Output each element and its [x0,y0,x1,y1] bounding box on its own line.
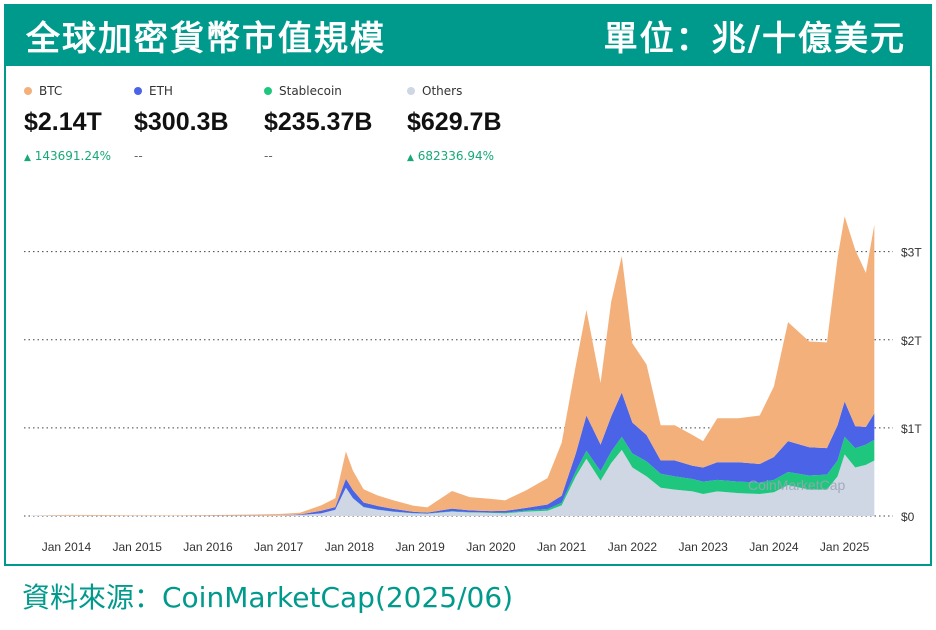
legend-change: -- [264,149,273,163]
legend-change: -- [134,149,143,163]
legend-item-others[interactable]: Others $629.7B ▲ 682336.94% [407,84,502,163]
legend-label: ETH [149,84,173,98]
unit-label: 單位：兆/十億美元 [603,18,906,59]
legend-value: $629.7B [407,108,502,136]
chart-title: 全球加密貨幣市值規模 [26,18,386,59]
up-arrow-icon: ▲ [24,153,31,163]
legend-value: $235.37B [264,108,373,136]
others-legend-dot [407,87,415,95]
legend-value: $300.3B [134,108,229,136]
stablecoin-legend-dot [264,87,272,95]
legend-change: 143691.24% [34,149,112,163]
legend-change: 682336.94% [417,149,495,163]
legend-value: $2.14T [24,108,102,136]
legend-item-stablecoin[interactable]: Stablecoin $235.37B -- [264,84,372,163]
legend-label: Stablecoin [279,84,342,98]
source-caption: 資料來源：CoinMarketCap(2025/06) [22,581,514,614]
btc-legend-dot [24,87,32,95]
header-banner: 全球加密貨幣市值規模 單位：兆/十億美元 [4,4,932,66]
legend-label: Others [422,84,463,98]
eth-legend-dot [134,87,142,95]
legend-item-btc[interactable]: BTC $2.14T ▲ 143691.24% [24,84,111,163]
legend-label: BTC [39,84,63,98]
up-arrow-icon: ▲ [407,153,414,163]
legend-item-eth[interactable]: ETH $300.3B -- [134,84,229,163]
